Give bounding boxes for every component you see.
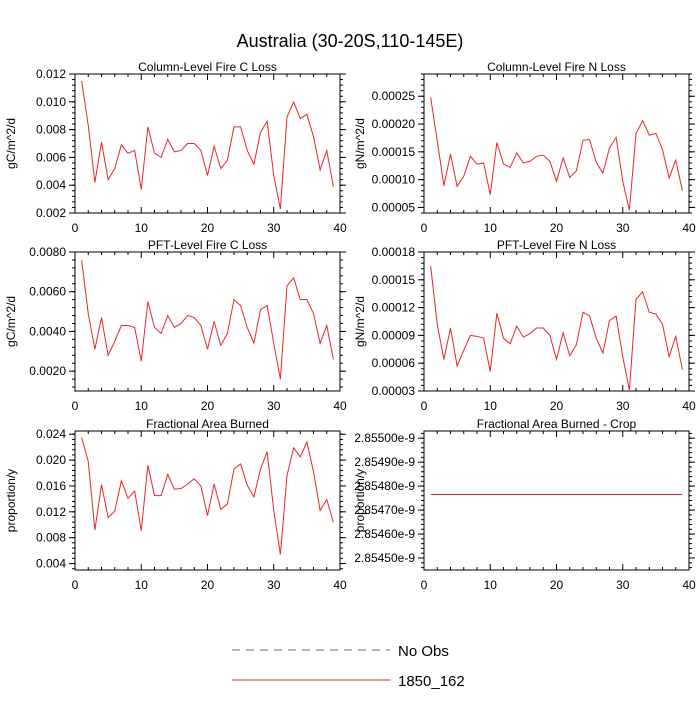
plot-frame [74, 73, 341, 214]
y-tick-label: 0.020 [36, 453, 66, 467]
x-tick-label: 20 [550, 221, 564, 235]
chart-title: Fractional Area Burned [146, 417, 269, 431]
x-tick-label: 30 [616, 578, 630, 592]
y-tick-label: 0.0040 [29, 324, 66, 338]
legend-label-1850-162: 1850_162 [398, 673, 465, 690]
chart-title: PFT-Level Fire N Loss [497, 238, 616, 252]
chart-panel-1: Column-Level Fire N Loss gN/m^2/d 0 10 20 30 4… [353, 60, 696, 235]
y-tick-label: 2.85470e-9 [354, 503, 415, 517]
x-tick-label: 20 [201, 578, 215, 592]
y-axis-label: gN/m^2/d [353, 296, 367, 347]
x-tick-label: 0 [421, 578, 428, 592]
y-tick-label: 0.0060 [29, 285, 66, 299]
y-tick-label: 0.00015 [372, 273, 416, 287]
chart-panel-4: Fractional Area Burned proportion/y 0 10 20 3… [4, 417, 347, 592]
y-tick-label: 0.00018 [372, 245, 416, 259]
page-title: Australia (30-20S,110-145E) [237, 31, 464, 51]
y-axis-label: gC/m^2/d [4, 296, 18, 347]
chart-panels: Column-Level Fire C Loss gC/m^2/d 0 10 20 30 4… [4, 60, 696, 592]
y-tick-label: 2.85500e-9 [354, 431, 415, 445]
x-tick-label: 40 [333, 221, 347, 235]
chart-panel-0: Column-Level Fire C Loss gC/m^2/d 0 10 20 30 4… [4, 60, 347, 235]
x-tick-label: 0 [421, 399, 428, 413]
y-tick-label: 0.00006 [372, 356, 416, 370]
y-tick-label: 0.00025 [372, 89, 416, 103]
x-tick-label: 20 [550, 578, 564, 592]
y-tick-label: 0.004 [36, 557, 66, 571]
x-tick-label: 20 [550, 399, 564, 413]
y-tick-label: 0.00015 [372, 145, 416, 159]
x-tick-label: 10 [484, 221, 498, 235]
chart-title: Fractional Area Burned - Crop [477, 417, 637, 431]
x-tick-label: 30 [616, 399, 630, 413]
y-tick-label: 0.010 [36, 95, 66, 109]
chart-panel-3: PFT-Level Fire N Loss gN/m^2/d 0 10 20 30 40 0.… [353, 238, 696, 413]
y-tick-label: 0.016 [36, 479, 66, 493]
y-tick-label: 2.85490e-9 [354, 455, 415, 469]
series-line [430, 265, 683, 391]
y-axis-label: proportion/y [4, 469, 18, 532]
series-line [430, 97, 683, 211]
x-tick-label: 0 [72, 399, 79, 413]
x-tick-label: 40 [682, 221, 696, 235]
y-tick-label: 0.00012 [372, 301, 416, 315]
plot-frame [74, 251, 341, 392]
x-tick-label: 30 [616, 221, 630, 235]
x-tick-label: 40 [682, 578, 696, 592]
y-tick-label: 0.012 [36, 67, 66, 81]
x-tick-label: 10 [135, 399, 149, 413]
y-axis-label: gN/m^2/d [353, 118, 367, 169]
x-tick-label: 20 [201, 399, 215, 413]
chart-title: Column-Level Fire C Loss [138, 60, 277, 74]
y-tick-label: 2.85450e-9 [354, 551, 415, 565]
x-tick-label: 10 [135, 221, 149, 235]
y-tick-label: 2.85480e-9 [354, 479, 415, 493]
series-line [81, 259, 334, 380]
x-tick-label: 10 [484, 578, 498, 592]
series-line [81, 80, 334, 209]
legend-label-no-obs: No Obs [398, 643, 449, 660]
x-tick-label: 20 [201, 221, 215, 235]
chart-panel-5: Fractional Area Burned - Crop proportion/… [353, 417, 696, 592]
plot-frame [74, 430, 341, 571]
series-line [81, 437, 334, 555]
x-tick-label: 10 [484, 399, 498, 413]
legend: No Obs 1850_162 [232, 643, 465, 690]
y-tick-label: 0.00009 [372, 328, 416, 342]
x-tick-label: 0 [421, 221, 428, 235]
x-tick-label: 40 [333, 578, 347, 592]
y-tick-label: 0.024 [36, 427, 66, 441]
y-tick-label: 0.00020 [372, 117, 416, 131]
x-tick-label: 30 [267, 221, 281, 235]
y-tick-label: 0.008 [36, 123, 66, 137]
y-tick-label: 0.00003 [372, 384, 416, 398]
y-tick-label: 2.85460e-9 [354, 527, 415, 541]
y-tick-label: 0.002 [36, 206, 66, 220]
y-axis-label: proportion/y [353, 469, 367, 532]
y-tick-label: 0.008 [36, 531, 66, 545]
chart-panel-2: PFT-Level Fire C Loss gC/m^2/d 0 10 20 30 40 0.… [4, 238, 347, 413]
y-tick-label: 0.012 [36, 505, 66, 519]
plot-frame [423, 430, 690, 571]
y-tick-label: 0.0080 [29, 245, 66, 259]
y-tick-label: 0.00005 [372, 200, 416, 214]
y-tick-label: 0.0020 [29, 364, 66, 378]
chart-title: Column-Level Fire N Loss [487, 60, 626, 74]
plot-frame [423, 251, 690, 392]
x-tick-label: 40 [682, 399, 696, 413]
y-axis-label: gC/m^2/d [4, 118, 18, 169]
x-tick-label: 0 [72, 578, 79, 592]
x-tick-label: 30 [267, 578, 281, 592]
x-tick-label: 10 [135, 578, 149, 592]
chart-title: PFT-Level Fire C Loss [148, 238, 267, 252]
x-tick-label: 40 [333, 399, 347, 413]
plot-frame [423, 73, 690, 214]
y-tick-label: 0.00010 [372, 173, 416, 187]
x-tick-label: 0 [72, 221, 79, 235]
y-tick-label: 0.004 [36, 178, 66, 192]
x-tick-label: 30 [267, 399, 281, 413]
y-tick-label: 0.006 [36, 150, 66, 164]
